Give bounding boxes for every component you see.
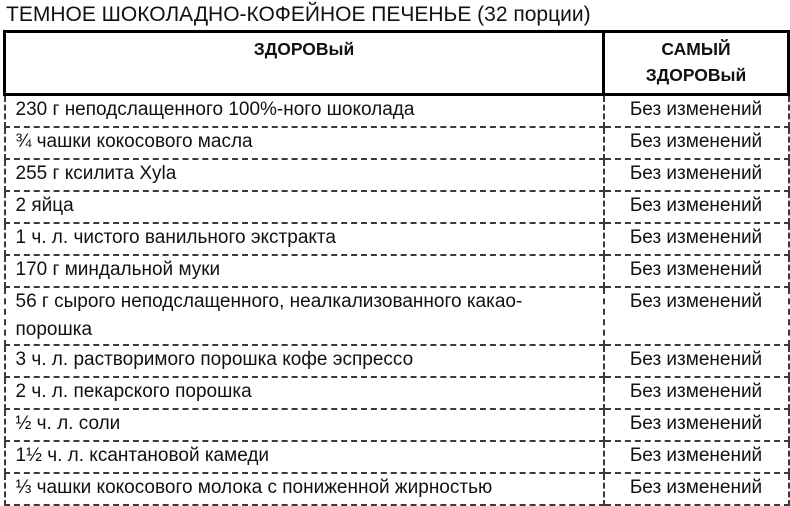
page-title: ТЕМНОЕ ШОКОЛАДНО-КОФЕЙНОЕ ПЕЧЕНЬЕ (32 по… [6,3,591,26]
table-row: 170 г миндальной муки Без изменений [3,254,790,288]
table-row: 2 яйца Без изменений [3,190,790,224]
change-cell: Без изменений [602,158,790,192]
change-cell: Без изменений [602,408,790,442]
header-row: ЗДОРОВый САМЫЙ ЗДОРОВый [3,30,790,96]
ingredient-cell: 255 г ксилита Xyla [3,158,605,192]
table-row: ⅓ чашки кокосового молока с пониженной ж… [3,472,790,506]
change-cell: Без изменений [602,93,790,128]
ingredient-cell: 1½ ч. л. ксантановой камеди [3,440,605,474]
change-cell: Без изменений [602,126,790,160]
table-row: 255 г ксилита Xyla Без изменений [3,158,790,192]
ingredient-cell: 3 ч. л. растворимого порошка кофе эспрес… [3,344,605,378]
table-row: ¾ чашки кокосового масла Без изменений [3,126,790,160]
recipe-table-header: ЗДОРОВый САМЫЙ ЗДОРОВый [3,30,790,96]
table-row: 3 ч. л. растворимого порошка кофе эспрес… [3,344,790,378]
change-cell: Без изменений [602,222,790,256]
recipe-table: ЗДОРОВый САМЫЙ ЗДОРОВый 230 г неподслаще… [3,30,790,506]
ingredient-cell: 230 г неподслащенного 100%-ного шоколада [3,93,605,128]
change-cell: Без изменений [602,376,790,410]
table-row: 56 г сырого неподслащенного, неалкализов… [3,286,790,346]
ingredient-cell: ½ ч. л. соли [3,408,605,442]
ingredient-cell: 2 яйца [3,190,605,224]
change-cell: Без изменений [602,190,790,224]
change-cell: Без изменений [602,440,790,474]
ingredient-cell: ¾ чашки кокосового масла [3,126,605,160]
change-cell: Без изменений [602,472,790,506]
ingredient-cell: 56 г сырого неподслащенного, неалкализов… [3,286,605,346]
ingredient-cell: 1 ч. л. чистого ванильного экстракта [3,222,605,256]
ingredient-cell: 170 г миндальной муки [3,254,605,288]
change-cell: Без изменений [602,344,790,378]
column-header-healthiest: САМЫЙ ЗДОРОВый [602,30,790,96]
table-row: 1½ ч. л. ксантановой камеди Без изменений [3,440,790,474]
change-cell: Без изменений [602,254,790,288]
ingredient-cell: ⅓ чашки кокосового молока с пониженной ж… [3,472,605,506]
recipe-table-body: 230 г неподслащенного 100%-ного шоколада… [3,93,790,506]
table-row: 1 ч. л. чистого ванильного экстракта Без … [3,222,790,256]
ingredient-cell: 2 ч. л. пекарского порошка [3,376,605,410]
table-row: ½ ч. л. соли Без изменений [3,408,790,442]
table-row: 230 г неподслащенного 100%-ного шоколада… [3,93,790,128]
column-header-healthy: ЗДОРОВый [3,30,605,96]
change-cell: Без изменений [602,286,790,346]
table-row: 2 ч. л. пекарского порошка Без изменений [3,376,790,410]
